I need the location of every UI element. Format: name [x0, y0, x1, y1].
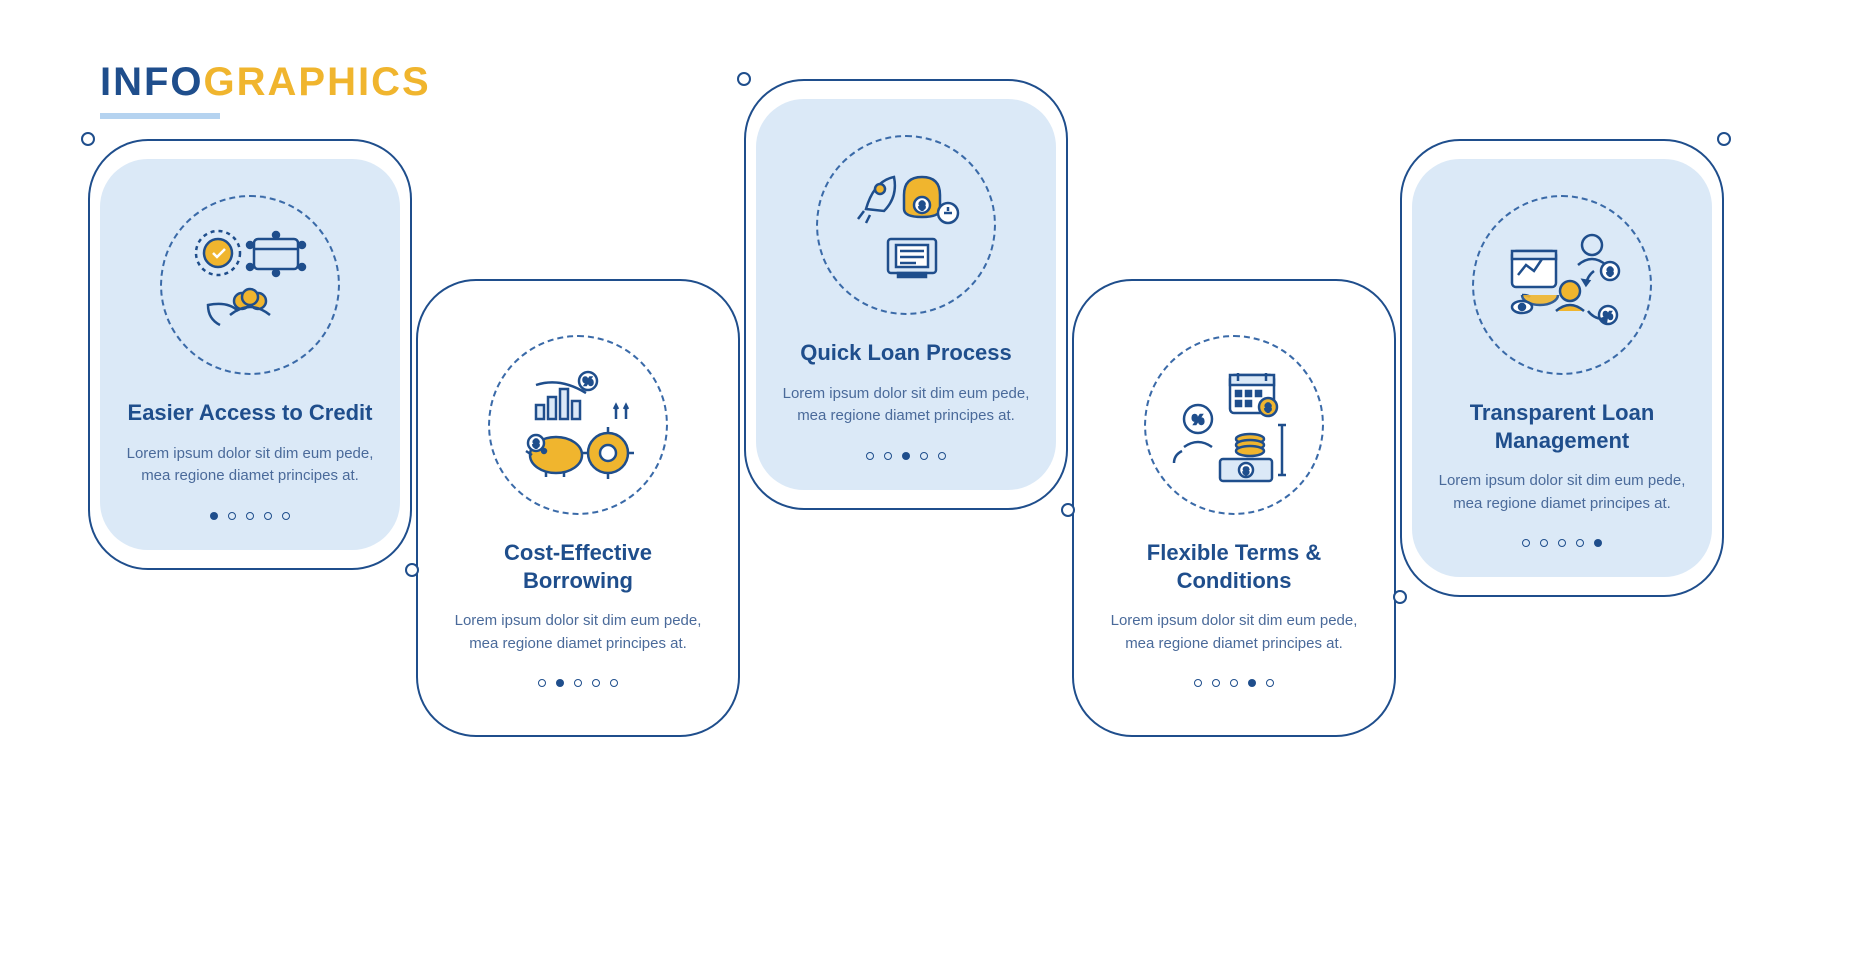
piggy-chart-icon: % $	[508, 355, 648, 495]
pager-dots	[1194, 679, 1274, 687]
card-quick-loan: $ Quick Loan Process Lorem ipsum dolor s…	[756, 99, 1056, 490]
card-transparent: $ % Transparent Loan Management Lorem ip…	[1412, 159, 1712, 577]
card-body: Lorem ipsum dolor sit dim eum pede, mea …	[452, 610, 704, 655]
connector-dot-icon	[737, 72, 751, 86]
pager-dot	[228, 512, 236, 520]
svg-text:$: $	[1265, 403, 1271, 414]
title-underline	[100, 113, 220, 119]
title-word2: GRAPHICS	[204, 60, 431, 104]
credit-access-icon	[180, 215, 320, 355]
card-inner: % $ Cost-Effective Borrowing Lorem ipsum…	[428, 299, 728, 717]
pager-dot	[1576, 539, 1584, 547]
pager-dot	[866, 452, 874, 460]
card-easier-access: Easier Access to Credit Lorem ipsum dolo…	[100, 159, 400, 550]
card-title: Flexible Terms & Conditions	[1108, 539, 1360, 594]
pager-dot	[1540, 539, 1548, 547]
pager-dot	[938, 452, 946, 460]
card-title: Quick Loan Process	[800, 339, 1012, 367]
icon-circle: % $ $	[1144, 335, 1324, 515]
card-inner: $ Quick Loan Process Lorem ipsum dolor s…	[756, 99, 1056, 490]
svg-text:$: $	[1607, 267, 1613, 278]
connector-dot-icon	[81, 132, 95, 146]
pager-dot	[264, 512, 272, 520]
people-dashboard-icon: $ %	[1492, 215, 1632, 355]
pager-dot	[538, 679, 546, 687]
pager-dot	[1212, 679, 1220, 687]
card-inner: $ % Transparent Loan Management Lorem ip…	[1412, 159, 1712, 577]
card-title: Transparent Loan Management	[1436, 399, 1688, 454]
card-inner: % $ $ Flexible Terms & Conditions Lorem …	[1084, 299, 1384, 717]
pager-dot	[1194, 679, 1202, 687]
pager-dot	[1594, 539, 1602, 547]
cards-row: Easier Access to Credit Lorem ipsum dolo…	[100, 159, 1765, 717]
icon-circle: % $	[488, 335, 668, 515]
svg-text:$: $	[919, 201, 925, 212]
pager-dot	[574, 679, 582, 687]
card-body: Lorem ipsum dolor sit dim eum pede, mea …	[1436, 470, 1688, 515]
rocket-money-icon: $	[836, 155, 976, 295]
pager-dot	[902, 452, 910, 460]
connector-dot-icon	[1393, 590, 1407, 604]
icon-circle: $ %	[1472, 195, 1652, 375]
calendar-coins-icon: % $ $	[1164, 355, 1304, 495]
icon-circle	[160, 195, 340, 375]
pager-dot	[1522, 539, 1530, 547]
pager-dots	[210, 512, 290, 520]
pager-dot	[1248, 679, 1256, 687]
pager-dot	[210, 512, 218, 520]
card-body: Lorem ipsum dolor sit dim eum pede, mea …	[1108, 610, 1360, 655]
pager-dot	[1230, 679, 1238, 687]
pager-dot	[282, 512, 290, 520]
pager-dot	[610, 679, 618, 687]
pager-dot	[884, 452, 892, 460]
card-body: Lorem ipsum dolor sit dim eum pede, mea …	[124, 443, 376, 488]
pager-dots	[866, 452, 946, 460]
card-body: Lorem ipsum dolor sit dim eum pede, mea …	[780, 383, 1032, 428]
svg-text:%: %	[583, 376, 593, 388]
pager-dots	[538, 679, 618, 687]
connector-dot-icon	[1061, 503, 1075, 517]
pager-dot	[246, 512, 254, 520]
pager-dot	[1558, 539, 1566, 547]
pager-dot	[920, 452, 928, 460]
card-title: Cost-Effective Borrowing	[452, 539, 704, 594]
svg-text:$: $	[1243, 466, 1248, 476]
card-title: Easier Access to Credit	[128, 399, 373, 427]
card-inner: Easier Access to Credit Lorem ipsum dolo…	[100, 159, 400, 550]
connector-dot-icon	[1717, 132, 1731, 146]
pager-dot	[1266, 679, 1274, 687]
pager-dots	[1522, 539, 1602, 547]
pager-dot	[592, 679, 600, 687]
svg-text:$: $	[533, 439, 539, 450]
card-cost-effective: % $ Cost-Effective Borrowing Lorem ipsum…	[428, 299, 728, 717]
card-flexible-terms: % $ $ Flexible Terms & Conditions Lorem …	[1084, 299, 1384, 717]
svg-text:%: %	[1192, 412, 1204, 427]
pager-dot	[556, 679, 564, 687]
title-word1: INFO	[100, 60, 204, 104]
connector-dot-icon	[405, 563, 419, 577]
icon-circle: $	[816, 135, 996, 315]
